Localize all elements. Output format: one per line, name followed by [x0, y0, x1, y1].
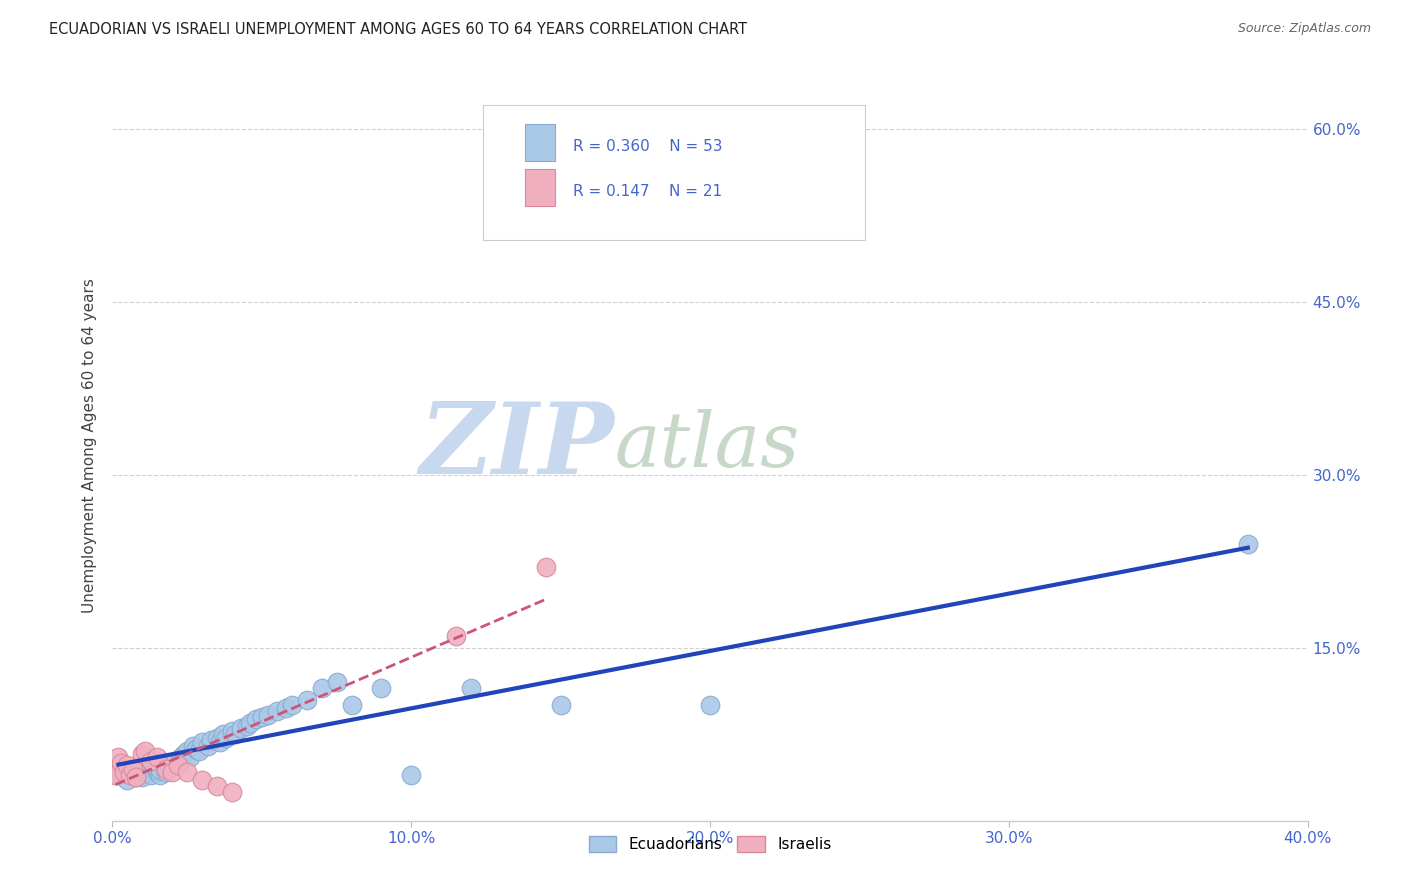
Point [176, 744, 198, 758]
Text: Source: ZipAtlas.com: Source: ZipAtlas.com [1237, 22, 1371, 36]
Point [401, 767, 423, 781]
Point [146, 762, 169, 776]
Point [221, 723, 243, 738]
Point [534, 560, 557, 574]
Point [110, 756, 132, 770]
Text: R = 0.360    N = 53: R = 0.360 N = 53 [572, 139, 723, 153]
Point [229, 722, 252, 736]
Point [131, 770, 153, 784]
Point [167, 758, 190, 772]
Point [191, 735, 214, 749]
Point [165, 754, 187, 768]
FancyBboxPatch shape [524, 169, 555, 206]
Legend: Ecuadorians, Israelis: Ecuadorians, Israelis [582, 830, 838, 858]
Point [117, 773, 139, 788]
Point [120, 767, 142, 781]
Point [215, 731, 238, 745]
Point [134, 744, 156, 758]
Point [325, 675, 347, 690]
Point [266, 704, 288, 718]
Point [146, 750, 169, 764]
Point [274, 700, 297, 714]
Point [125, 770, 148, 784]
Point [162, 758, 183, 772]
Point [117, 758, 139, 772]
Point [122, 762, 145, 776]
Point [181, 739, 204, 753]
Point [257, 707, 280, 722]
Point [176, 765, 198, 780]
Point [212, 727, 235, 741]
Text: R = 0.147    N = 21: R = 0.147 N = 21 [572, 184, 721, 199]
Point [104, 767, 127, 781]
Point [146, 765, 169, 780]
Point [236, 719, 259, 733]
Point [224, 727, 246, 741]
Point [170, 750, 193, 764]
Point [173, 747, 195, 761]
Point [311, 681, 333, 695]
Point [197, 739, 219, 753]
Point [131, 747, 153, 761]
Text: ECUADORIAN VS ISRAELI UNEMPLOYMENT AMONG AGES 60 TO 64 YEARS CORRELATION CHART: ECUADORIAN VS ISRAELI UNEMPLOYMENT AMONG… [49, 22, 748, 37]
Point [221, 785, 243, 799]
Point [340, 698, 363, 713]
Point [550, 698, 572, 713]
Point [250, 710, 273, 724]
Point [125, 770, 148, 784]
Point [155, 762, 177, 776]
Point [141, 754, 163, 768]
Point [205, 731, 228, 745]
Point [245, 712, 267, 726]
Point [149, 763, 172, 777]
Point [141, 767, 163, 781]
Point [186, 742, 208, 756]
Point [162, 765, 183, 780]
Point [1237, 537, 1260, 551]
Point [295, 692, 318, 706]
Point [179, 750, 201, 764]
Text: ZIP: ZIP [419, 398, 614, 494]
Point [162, 756, 183, 770]
Point [149, 767, 172, 781]
FancyBboxPatch shape [524, 124, 555, 161]
Point [209, 735, 232, 749]
Point [107, 767, 129, 781]
Point [191, 773, 214, 788]
Point [460, 681, 482, 695]
Text: atlas: atlas [614, 409, 800, 483]
Point [239, 715, 262, 730]
Point [281, 698, 304, 713]
Point [200, 733, 222, 747]
Point [444, 629, 467, 643]
Point [188, 744, 211, 758]
Point [167, 758, 190, 772]
Point [131, 767, 153, 781]
Point [155, 765, 177, 780]
Point [114, 765, 135, 780]
Point [699, 698, 721, 713]
Point [205, 779, 228, 793]
Y-axis label: Unemployment Among Ages 60 to 64 years: Unemployment Among Ages 60 to 64 years [82, 278, 97, 614]
Point [155, 758, 177, 772]
Point [107, 750, 129, 764]
Point [157, 762, 180, 776]
Point [370, 681, 392, 695]
FancyBboxPatch shape [484, 105, 866, 240]
Point [138, 765, 160, 780]
